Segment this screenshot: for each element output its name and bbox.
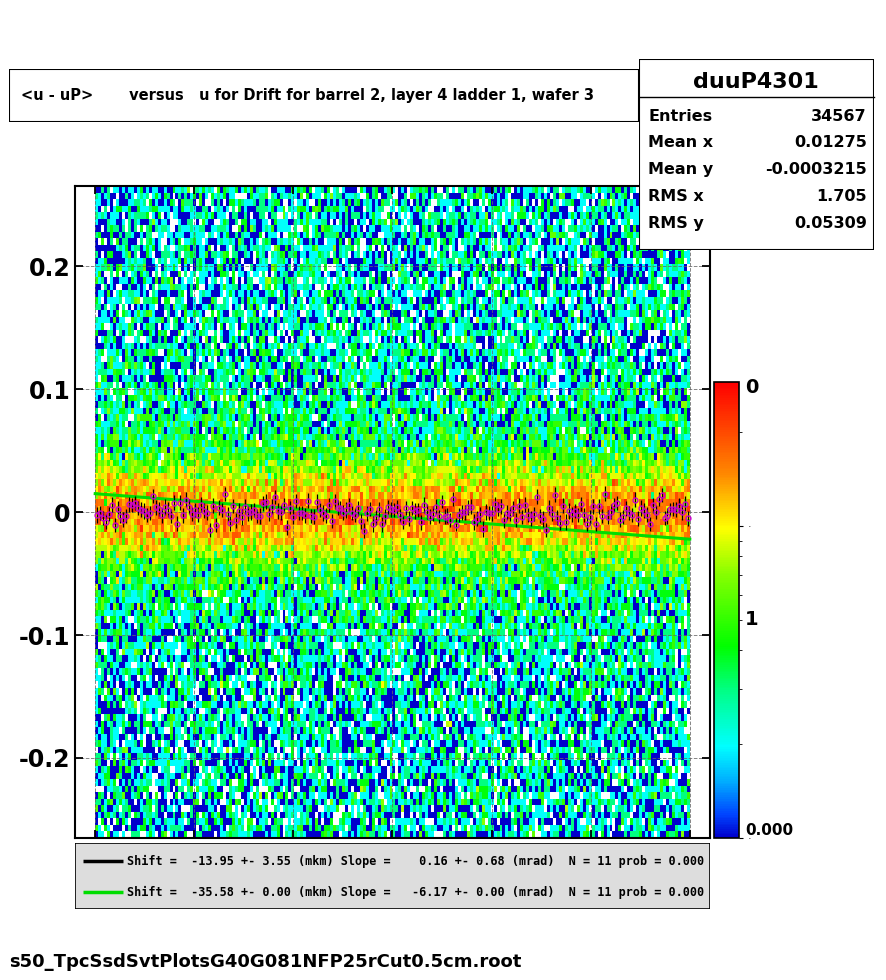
Text: Shift =  -35.58 +- 0.00 (mkm) Slope =   -6.17 +- 0.00 (mrad)  N = 11 prob = 0.00: Shift = -35.58 +- 0.00 (mkm) Slope = -6.…: [128, 886, 703, 899]
Text: Entries: Entries: [648, 109, 711, 123]
Text: RMS x: RMS x: [648, 189, 703, 204]
Text: <u - uP>       versus   u for Drift for barrel 2, layer 4 ladder 1, wafer 3: <u - uP> versus u for Drift for barrel 2…: [21, 88, 594, 103]
Text: Mean y: Mean y: [648, 162, 712, 177]
Text: s50_TpcSsdSvtPlotsG40G081NFP25rCut0.5cm.root: s50_TpcSsdSvtPlotsG40G081NFP25rCut0.5cm.…: [9, 954, 521, 971]
Text: RMS y: RMS y: [648, 216, 703, 230]
Text: Shift =  -13.95 +- 3.55 (mkm) Slope =    0.16 +- 0.68 (mrad)  N = 11 prob = 0.00: Shift = -13.95 +- 3.55 (mkm) Slope = 0.1…: [128, 855, 703, 868]
Text: 0.05309: 0.05309: [793, 216, 866, 230]
Text: 0: 0: [744, 377, 758, 397]
Text: duuP4301: duuP4301: [693, 73, 818, 92]
Text: 1: 1: [744, 610, 758, 628]
Text: 1.705: 1.705: [815, 189, 866, 204]
Text: -0.0003215: -0.0003215: [764, 162, 866, 177]
Text: 0.000: 0.000: [744, 823, 792, 838]
Text: 34567: 34567: [810, 109, 866, 123]
Text: Mean x: Mean x: [648, 135, 712, 150]
Text: 0.01275: 0.01275: [793, 135, 866, 150]
